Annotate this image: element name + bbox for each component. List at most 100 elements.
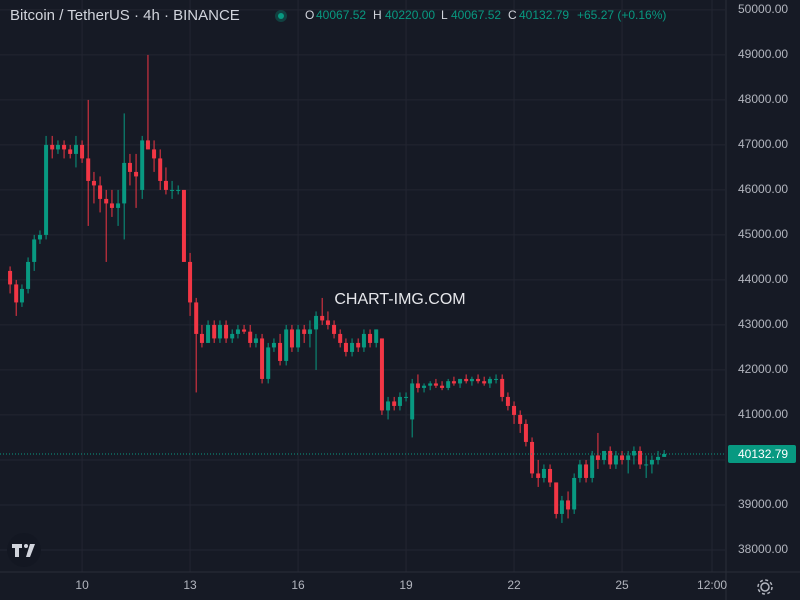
open-value: 40067.52 — [316, 8, 366, 22]
candle-body — [19, 288, 24, 303]
candle-body — [158, 158, 163, 181]
candle-body — [649, 459, 654, 465]
candle-body — [631, 450, 636, 456]
low-label: L — [441, 8, 448, 22]
y-tick-label: 43000.00 — [738, 317, 788, 331]
candle-body — [32, 239, 37, 262]
candle-body — [572, 477, 577, 510]
candle-body — [469, 378, 474, 382]
candle-body — [176, 189, 181, 191]
candle-body — [152, 149, 157, 159]
candle-body — [410, 383, 415, 420]
candle-body — [338, 333, 343, 343]
candle-body — [37, 234, 42, 240]
candle-body — [554, 482, 559, 514]
candle-body — [386, 401, 391, 411]
candle-body — [523, 423, 528, 442]
settings-icon[interactable] — [757, 579, 773, 595]
candle-body — [91, 180, 96, 186]
candle-body — [374, 329, 379, 343]
y-tick-label: 39000.00 — [738, 497, 788, 511]
candle-body — [140, 140, 145, 190]
candle-body — [127, 162, 132, 172]
candle-body — [536, 473, 541, 478]
candle-body — [73, 144, 78, 154]
candle-body — [134, 171, 139, 177]
high-label: H — [373, 8, 382, 22]
candle-body — [253, 338, 258, 343]
candle-body — [109, 203, 114, 208]
candle-body — [482, 381, 487, 384]
candle-body — [224, 324, 229, 339]
y-tick-label: 47000.00 — [738, 137, 788, 151]
candle-body — [446, 381, 451, 388]
candle-body — [595, 455, 600, 460]
y-tick-label: 50000.00 — [738, 2, 788, 16]
candle-body — [500, 378, 505, 397]
candle-body — [314, 315, 319, 330]
open-label: O — [305, 8, 314, 22]
watermark: CHART-IMG.COM — [334, 291, 465, 308]
candle-body — [145, 140, 150, 150]
y-tick-label: 48000.00 — [738, 92, 788, 106]
tv-logo — [7, 533, 41, 567]
candle-body — [476, 378, 481, 382]
candle-body — [343, 342, 348, 352]
close-label: C — [508, 8, 517, 22]
candle-body — [248, 331, 253, 343]
candle-body — [541, 468, 546, 478]
candle-body — [50, 144, 55, 150]
legend: Bitcoin / TetherUS · 4h · BINANCE O 4006… — [10, 7, 666, 24]
change-value: +65.27 (+0.16%) — [577, 8, 666, 22]
candle-body — [320, 315, 325, 321]
candle-body — [55, 144, 60, 150]
candle-body — [577, 464, 582, 478]
candle-body — [325, 320, 330, 325]
y-tick-label: 41000.00 — [738, 407, 788, 421]
candle-body — [80, 144, 85, 159]
candle-body — [397, 396, 402, 406]
candle-body — [62, 144, 67, 150]
candle-body — [566, 500, 571, 510]
candle-body — [620, 455, 625, 460]
candle-body — [278, 342, 283, 361]
y-tick-label: 45000.00 — [738, 227, 788, 241]
candle-body — [44, 144, 49, 235]
candle-body — [68, 149, 73, 154]
candle-body — [284, 329, 289, 361]
candle-body — [194, 302, 199, 334]
candle-body — [350, 342, 355, 352]
candle-body — [379, 338, 384, 411]
x-tick-label: 13 — [183, 578, 197, 592]
candle-body — [296, 329, 301, 348]
candle-body — [368, 333, 373, 343]
candle-body — [464, 378, 469, 382]
last-price-box — [728, 444, 796, 463]
candle-body — [212, 324, 217, 339]
x-tick-label: 22 — [507, 578, 521, 592]
candle-body — [122, 162, 127, 204]
candle-body — [518, 414, 523, 424]
candle-body — [266, 347, 271, 379]
candle-body — [98, 185, 103, 199]
candle-body — [422, 385, 427, 388]
candle-body — [662, 453, 667, 457]
candle-body — [8, 270, 13, 285]
candle-body — [505, 396, 510, 406]
candle-body — [199, 333, 204, 343]
candle-body — [260, 338, 265, 379]
close-value: 40132.79 — [519, 8, 569, 22]
high-value: 40220.00 — [385, 8, 435, 22]
x-tick-label: 25 — [615, 578, 629, 592]
candle-body — [217, 324, 222, 339]
candle-body — [26, 261, 31, 289]
candle-body — [512, 405, 517, 415]
status-dot — [278, 13, 284, 19]
candle-body — [451, 381, 456, 384]
y-tick-label: 42000.00 — [738, 362, 788, 376]
x-tick-label: 19 — [399, 578, 413, 592]
candle-body — [584, 464, 589, 478]
candle-body — [656, 456, 661, 460]
candle-body — [404, 396, 409, 398]
y-tick-label: 46000.00 — [738, 182, 788, 196]
